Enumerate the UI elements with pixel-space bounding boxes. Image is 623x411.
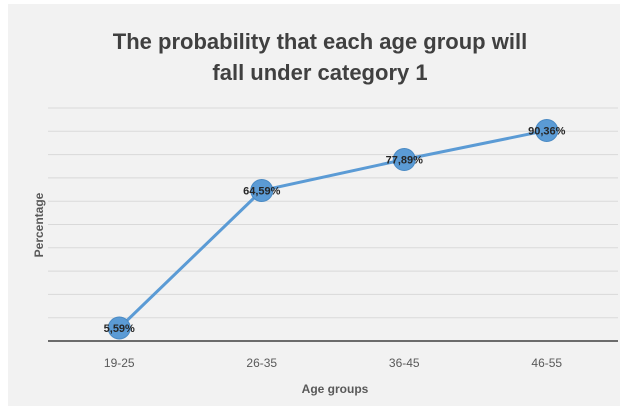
data-point xyxy=(107,316,131,340)
chart-title-line-1: The probability that each age group will xyxy=(112,29,528,54)
x-tick-label: 19-25 xyxy=(104,356,135,370)
data-label: 90,36% xyxy=(528,125,566,137)
data-point xyxy=(392,148,416,172)
x-axis-label: Age groups xyxy=(301,382,369,396)
data-label: 5,59% xyxy=(104,323,135,335)
data-point xyxy=(535,118,559,142)
data-label: 77,89% xyxy=(386,155,424,167)
chart-title-line-2: fall under category 1 xyxy=(212,60,428,85)
plot-area xyxy=(8,4,620,406)
x-tick-label: 26-35 xyxy=(246,356,277,370)
x-tick-label: 46-55 xyxy=(531,356,562,370)
chart-title: The probability that each age group will… xyxy=(40,26,600,88)
y-axis-label: Percentage xyxy=(32,192,46,258)
series-line xyxy=(118,128,548,330)
data-label: 64,59% xyxy=(243,186,281,198)
x-tick-label: 36-45 xyxy=(389,356,420,370)
data-point xyxy=(250,179,274,203)
